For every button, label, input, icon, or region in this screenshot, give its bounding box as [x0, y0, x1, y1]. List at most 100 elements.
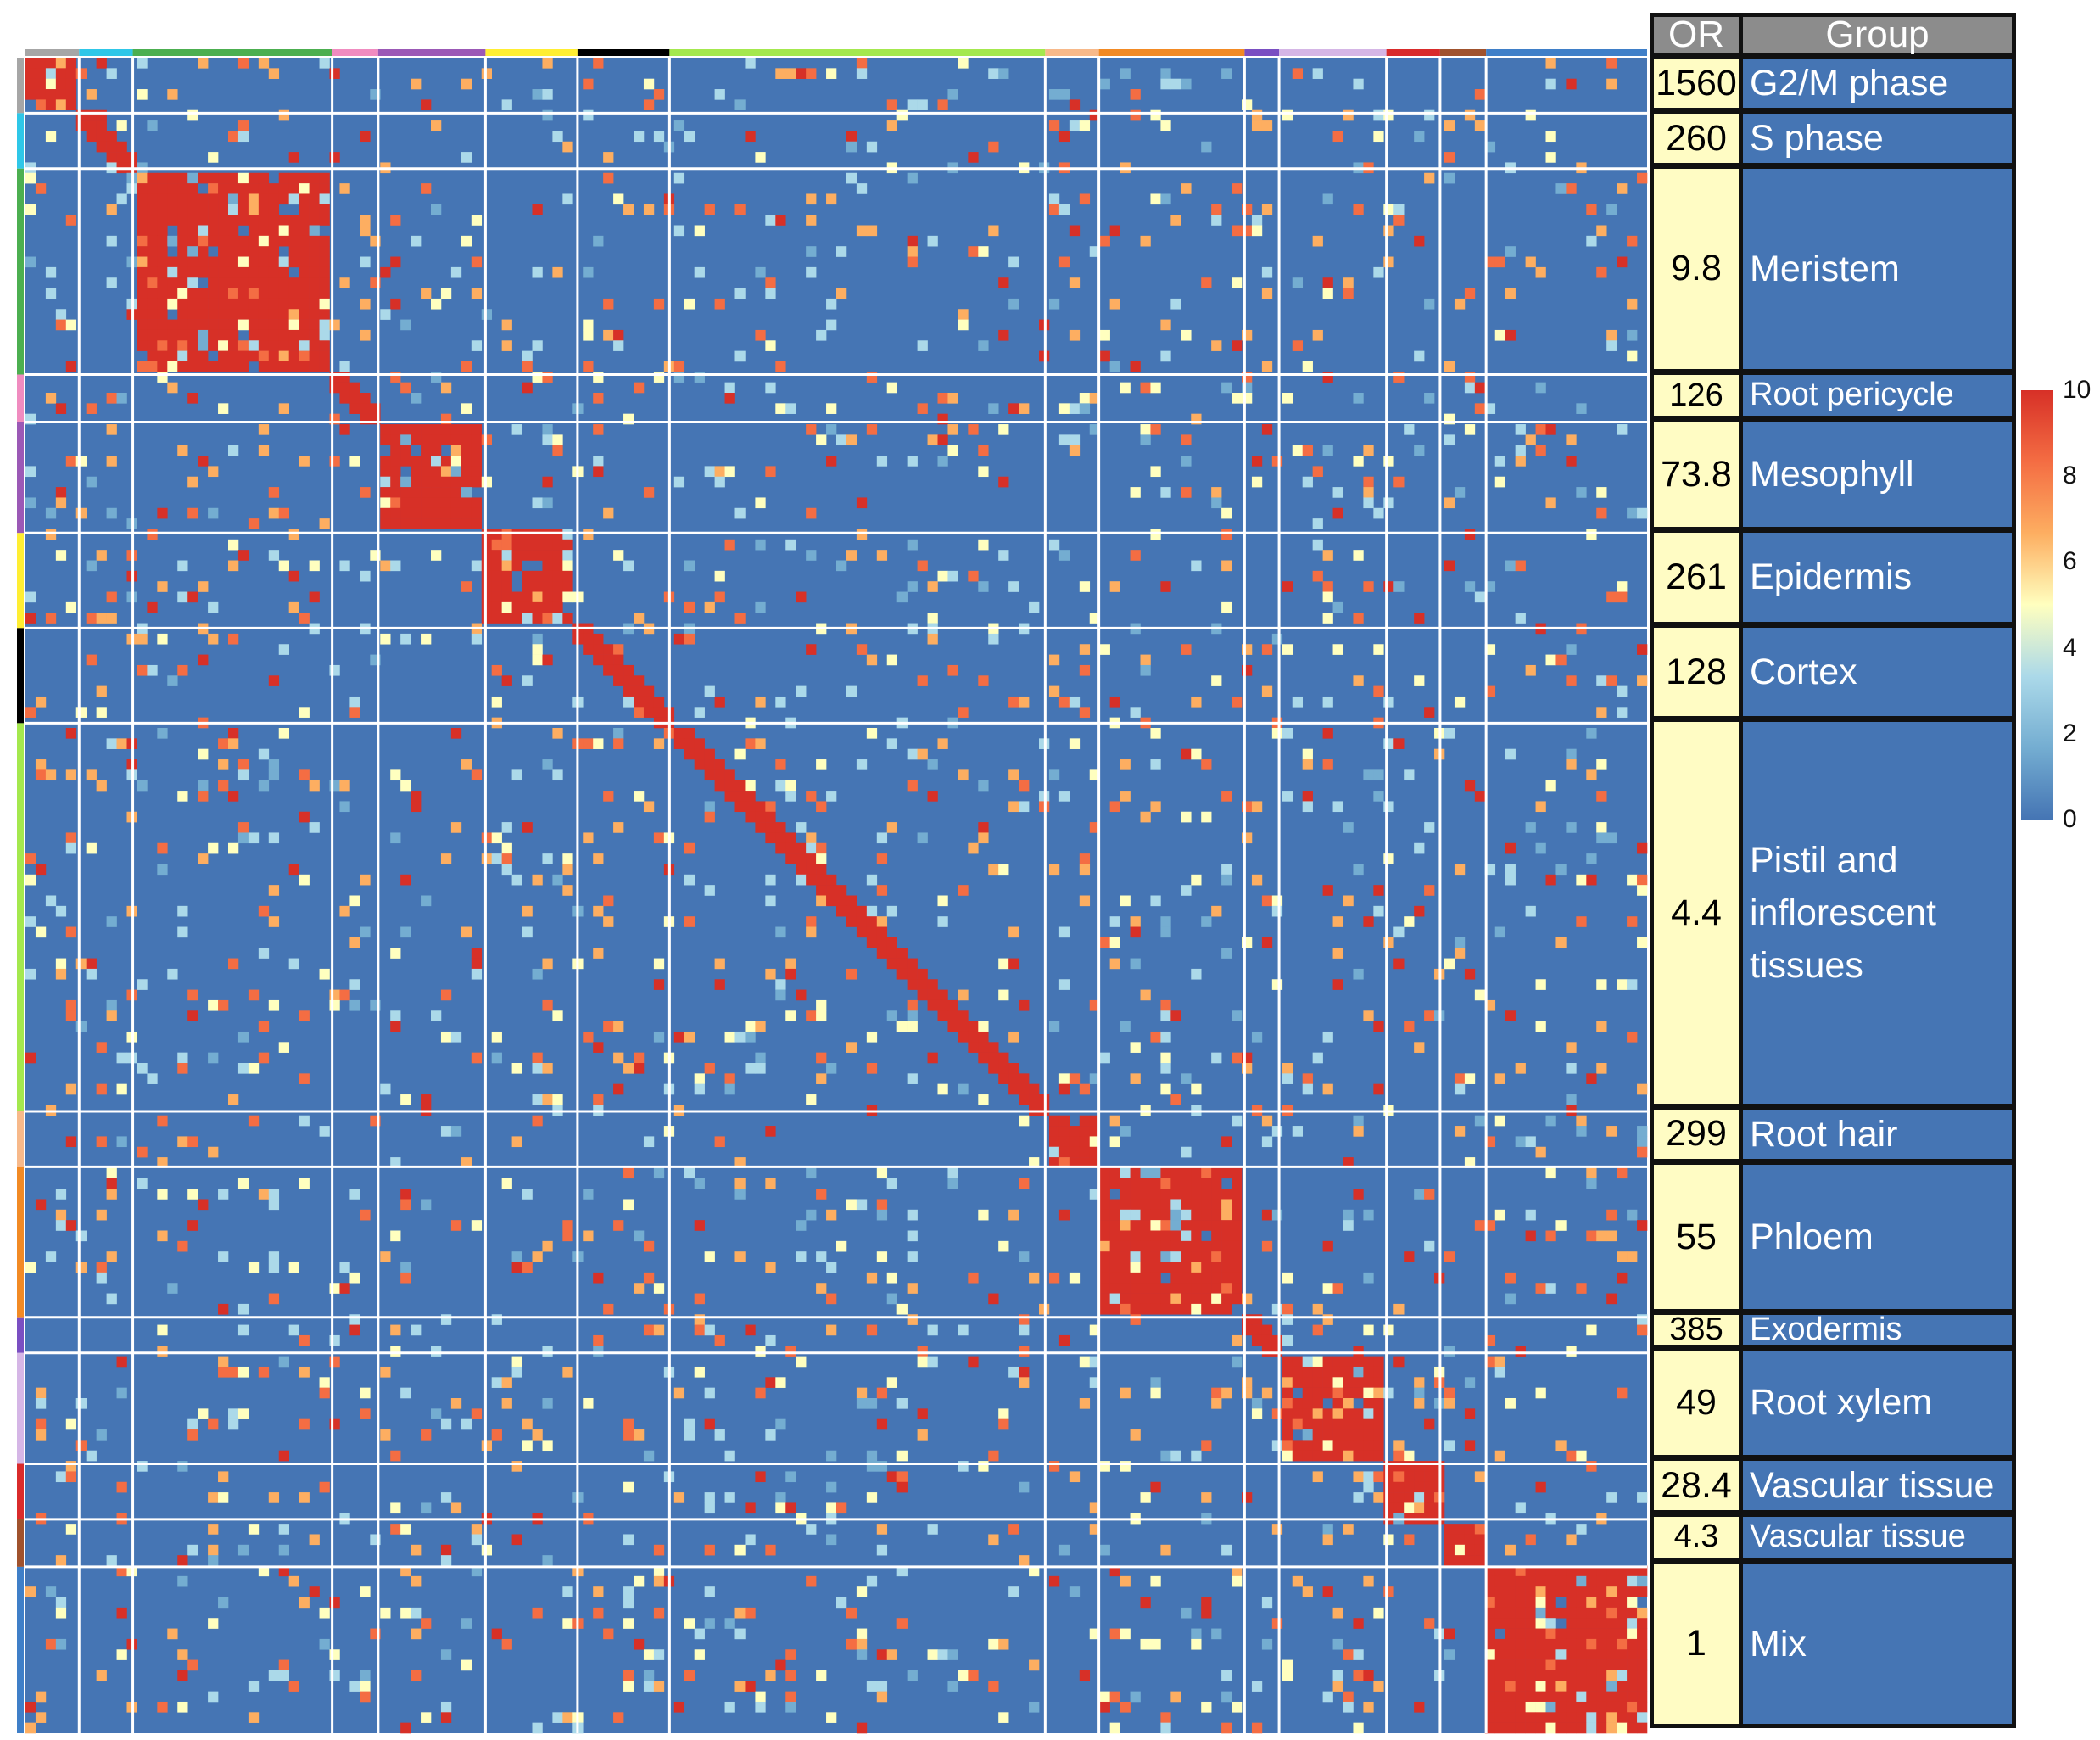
heatmap-cell [1232, 1356, 1243, 1368]
heatmap-cell [886, 937, 897, 948]
heatmap-cell [1484, 999, 1496, 1011]
heatmap-cell [228, 288, 239, 299]
heatmap-cell [1221, 1240, 1232, 1252]
heatmap-cell [106, 1178, 117, 1189]
heatmap-cell [55, 309, 67, 320]
heatmap-cell [542, 759, 553, 770]
heatmap-cell [1232, 1334, 1243, 1346]
heatmap-cell [1617, 1618, 1628, 1629]
heatmap-cell [258, 172, 270, 184]
heatmap-cell [1282, 109, 1293, 121]
heatmap-cell [380, 1366, 391, 1378]
heatmap-cell [268, 193, 280, 205]
heatmap-cell [431, 1346, 442, 1357]
heatmap-cell [501, 560, 512, 572]
heatmap-cell [1494, 1607, 1505, 1619]
heatmap-cell [1312, 1471, 1323, 1483]
heatmap-cell [237, 256, 249, 268]
heatmap-cell [1069, 1126, 1081, 1137]
heatmap-cell [1363, 1670, 1374, 1681]
heatmap-cell [268, 256, 280, 268]
heatmap-cell [208, 1492, 219, 1503]
heatmap-cell [147, 329, 158, 341]
heatmap-cell [258, 183, 270, 194]
heatmap-cell [1251, 1398, 1263, 1409]
heatmap-cell [288, 256, 299, 268]
heatmap-cell [55, 497, 67, 509]
heatmap-cell [268, 550, 280, 561]
heatmap-cell [1008, 1031, 1019, 1043]
heatmap-cell [1343, 1691, 1354, 1703]
heatmap-cell [1069, 277, 1081, 288]
heatmap-cell [1454, 696, 1466, 708]
heatmap-cell [1181, 1293, 1192, 1305]
heatmap-cell [765, 466, 776, 478]
heatmap-cell [765, 382, 776, 394]
heatmap-cell [583, 109, 594, 121]
heatmap-cell [268, 319, 280, 331]
heatmap-cell [927, 434, 938, 446]
group-name: Root xylem [1739, 1346, 2016, 1460]
heatmap-cell [1191, 1167, 1202, 1179]
heatmap-cell [552, 613, 563, 624]
heatmap-cell [1099, 1283, 1110, 1294]
heatmap-cell [157, 581, 168, 592]
heatmap-cell [167, 204, 178, 215]
heatmap-cell [55, 1220, 67, 1231]
heatmap-cell [1160, 1712, 1171, 1723]
heatmap-cell [1048, 769, 1060, 781]
heatmap-cell [806, 832, 817, 844]
heatmap-cell [1444, 1387, 1455, 1399]
heatmap-cell [927, 633, 938, 645]
heatmap-cell [1444, 958, 1455, 970]
heatmap-cell [806, 246, 817, 257]
heatmap-cell [390, 424, 401, 435]
heatmap-cell [1596, 1712, 1607, 1723]
heatmap-cell [1232, 1565, 1243, 1577]
heatmap-cell [248, 1115, 260, 1127]
heatmap-cell [35, 696, 47, 708]
heatmap-cell [1312, 1303, 1323, 1315]
heatmap-cell [471, 434, 483, 446]
odds-ratio-value: 128 [1650, 623, 1743, 721]
heatmap-cell [440, 466, 452, 478]
heatmap-cell [724, 1073, 735, 1084]
heatmap-cell [1414, 1377, 1425, 1388]
heatmap-cell [927, 613, 938, 624]
heatmap-cell [623, 1418, 634, 1430]
heatmap-cell [684, 1429, 695, 1441]
heatmap-cell [1494, 1638, 1505, 1650]
heatmap-cell [866, 1681, 878, 1692]
heatmap-cell [1242, 1052, 1253, 1064]
heatmap-cell [501, 842, 512, 854]
heatmap-cell [1109, 361, 1120, 372]
heatmap-cell [157, 1346, 168, 1357]
heatmap-cell [1545, 780, 1556, 792]
heatmap-cell [511, 769, 522, 781]
heatmap-cell [1617, 1659, 1628, 1671]
heatmap-cell [106, 131, 117, 143]
heatmap-cell [501, 1638, 512, 1650]
heatmap-cell [248, 989, 260, 1001]
heatmap-cell [319, 266, 330, 278]
heatmap-cell [927, 1524, 938, 1535]
heatmap-cell [237, 1544, 249, 1556]
heatmap-cell [1474, 1115, 1486, 1127]
heatmap-cell [349, 999, 360, 1011]
heatmap-cell [1627, 1618, 1638, 1629]
heatmap-cell [1484, 1681, 1496, 1692]
heatmap-cell [400, 1387, 411, 1399]
heatmap-cell [998, 864, 1009, 876]
heatmap-cell [187, 183, 198, 194]
heatmap-cell [866, 424, 878, 435]
heatmap-cell [846, 905, 857, 917]
heatmap-cell [349, 895, 360, 907]
heatmap-cell [1596, 1722, 1607, 1734]
heatmap-cell [25, 707, 36, 718]
heatmap-cell [1079, 1670, 1091, 1681]
heatmap-cell [228, 958, 239, 970]
heatmap-cell [1525, 1565, 1536, 1577]
heatmap-cell [1221, 1251, 1232, 1262]
heatmap-cell [1494, 1691, 1505, 1703]
heatmap-cell [826, 1450, 837, 1462]
